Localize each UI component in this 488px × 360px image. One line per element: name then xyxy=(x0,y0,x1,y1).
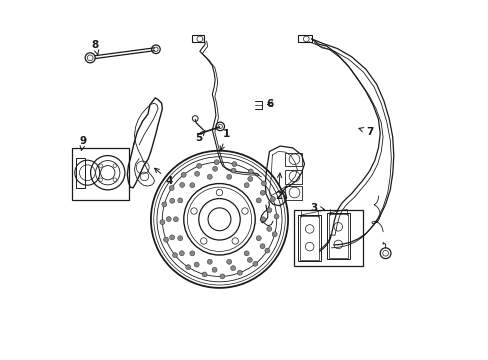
Circle shape xyxy=(214,160,219,165)
Circle shape xyxy=(226,259,231,264)
Circle shape xyxy=(200,238,206,244)
Circle shape xyxy=(260,190,264,195)
Bar xyxy=(284,153,301,166)
Circle shape xyxy=(179,251,184,256)
Text: 5: 5 xyxy=(195,130,205,143)
Circle shape xyxy=(261,181,266,186)
Circle shape xyxy=(177,236,183,241)
Text: 4: 4 xyxy=(154,168,173,186)
Circle shape xyxy=(196,163,201,168)
Circle shape xyxy=(202,272,206,277)
Circle shape xyxy=(194,171,199,176)
Circle shape xyxy=(231,162,236,167)
Circle shape xyxy=(252,261,257,266)
Circle shape xyxy=(162,202,166,207)
Circle shape xyxy=(244,251,249,256)
Circle shape xyxy=(163,237,168,242)
Circle shape xyxy=(189,251,194,256)
Circle shape xyxy=(179,183,184,188)
Circle shape xyxy=(231,168,236,173)
Circle shape xyxy=(207,259,212,264)
Text: 9: 9 xyxy=(80,136,86,150)
Circle shape xyxy=(212,166,217,171)
Bar xyxy=(298,215,321,261)
Circle shape xyxy=(207,174,212,179)
Bar xyxy=(284,186,301,200)
Circle shape xyxy=(172,253,177,258)
Circle shape xyxy=(266,226,271,231)
Bar xyxy=(284,170,301,184)
Circle shape xyxy=(173,217,178,222)
Circle shape xyxy=(212,267,217,272)
Circle shape xyxy=(216,189,222,196)
Circle shape xyxy=(230,266,235,271)
Circle shape xyxy=(220,274,224,279)
Text: 7: 7 xyxy=(358,127,372,137)
Circle shape xyxy=(248,169,253,174)
Text: 1: 1 xyxy=(220,129,230,150)
Circle shape xyxy=(231,238,238,244)
Circle shape xyxy=(189,183,194,188)
Circle shape xyxy=(160,220,164,225)
Circle shape xyxy=(256,198,261,203)
Circle shape xyxy=(266,208,271,213)
Circle shape xyxy=(260,217,265,222)
Circle shape xyxy=(244,183,249,188)
Circle shape xyxy=(270,197,275,202)
Bar xyxy=(76,158,84,188)
Circle shape xyxy=(237,270,242,275)
Circle shape xyxy=(169,235,174,240)
Text: 3: 3 xyxy=(310,203,324,213)
Text: 6: 6 xyxy=(266,99,273,109)
Circle shape xyxy=(247,257,252,262)
Circle shape xyxy=(181,172,186,177)
Circle shape xyxy=(177,198,183,203)
Bar xyxy=(293,210,363,266)
Circle shape xyxy=(190,208,197,214)
Circle shape xyxy=(226,174,231,179)
Circle shape xyxy=(247,176,252,181)
Text: 2: 2 xyxy=(274,173,282,201)
Bar xyxy=(298,35,311,42)
Bar xyxy=(326,213,349,259)
Circle shape xyxy=(169,185,174,190)
Bar xyxy=(328,214,347,257)
Bar xyxy=(300,216,319,260)
Circle shape xyxy=(273,214,279,219)
Bar xyxy=(191,35,203,42)
Circle shape xyxy=(166,217,171,221)
Circle shape xyxy=(194,262,199,267)
Circle shape xyxy=(256,236,261,241)
Circle shape xyxy=(169,198,174,203)
Text: 8: 8 xyxy=(91,40,99,55)
Circle shape xyxy=(264,248,269,253)
Circle shape xyxy=(185,265,190,270)
Circle shape xyxy=(272,232,277,237)
Bar xyxy=(72,148,129,200)
Circle shape xyxy=(241,208,248,214)
Circle shape xyxy=(260,244,264,249)
